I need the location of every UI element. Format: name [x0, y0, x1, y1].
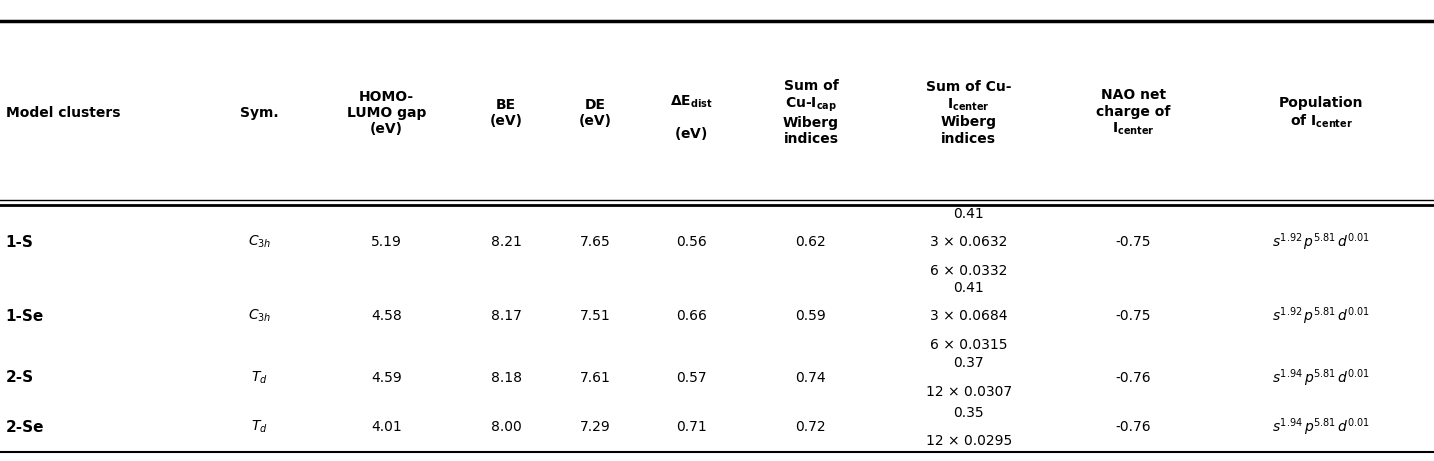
Text: Sum of Cu-
I$_{\mathbf{center}}$
Wiberg
indices: Sum of Cu- I$_{\mathbf{center}}$ Wiberg …	[926, 80, 1011, 146]
Text: 7.65: 7.65	[579, 235, 611, 249]
Text: 8.00: 8.00	[490, 420, 522, 434]
Text: $\mathit{C}_{3h}$: $\mathit{C}_{3h}$	[248, 308, 271, 325]
Text: Population
of I$_{\mathbf{center}}$: Population of I$_{\mathbf{center}}$	[1279, 96, 1364, 130]
Text: Sym.: Sym.	[241, 106, 278, 120]
Text: 1-S: 1-S	[6, 235, 33, 250]
Text: 0.59: 0.59	[796, 309, 826, 323]
Text: $\mathit{T}_{d}$: $\mathit{T}_{d}$	[251, 370, 268, 386]
Text: 3 × 0.0632: 3 × 0.0632	[931, 235, 1007, 249]
Text: 8.18: 8.18	[490, 371, 522, 385]
Text: 4.58: 4.58	[371, 309, 402, 323]
Text: 5.19: 5.19	[371, 235, 402, 249]
Text: 2-S: 2-S	[6, 370, 34, 385]
Text: 0.74: 0.74	[796, 371, 826, 385]
Text: -0.76: -0.76	[1116, 420, 1152, 434]
Text: DE
(eV): DE (eV)	[578, 98, 612, 128]
Text: 8.17: 8.17	[490, 309, 522, 323]
Text: 12 × 0.0295: 12 × 0.0295	[925, 434, 1012, 449]
Text: 0.62: 0.62	[796, 235, 826, 249]
Text: 7.51: 7.51	[579, 309, 611, 323]
Text: 4.59: 4.59	[371, 371, 402, 385]
Text: 6 × 0.0315: 6 × 0.0315	[929, 338, 1008, 352]
Text: 0.71: 0.71	[675, 420, 707, 434]
Text: 8.21: 8.21	[490, 235, 522, 249]
Text: 0.66: 0.66	[675, 309, 707, 323]
Text: $s^{1.94}\,p^{5.81}\,d^{0.01}$: $s^{1.94}\,p^{5.81}\,d^{0.01}$	[1272, 367, 1371, 389]
Text: 0.72: 0.72	[796, 420, 826, 434]
Text: Sum of
Cu-I$_{\mathbf{cap}}$
Wiberg
indices: Sum of Cu-I$_{\mathbf{cap}}$ Wiberg indi…	[783, 79, 839, 147]
Text: BE
(eV): BE (eV)	[489, 98, 523, 128]
Text: $\mathit{C}_{3h}$: $\mathit{C}_{3h}$	[248, 234, 271, 250]
Text: -0.75: -0.75	[1116, 235, 1152, 249]
Text: 6 × 0.0332: 6 × 0.0332	[931, 264, 1007, 278]
Text: $s^{1.92}\,p^{5.81}\,d^{0.01}$: $s^{1.92}\,p^{5.81}\,d^{0.01}$	[1272, 305, 1371, 327]
Text: 0.56: 0.56	[675, 235, 707, 249]
Text: 3 × 0.0684: 3 × 0.0684	[929, 309, 1008, 323]
Text: 0.57: 0.57	[675, 371, 707, 385]
Text: $\mathbf{(eV)}$: $\mathbf{(eV)}$	[674, 125, 708, 142]
Text: 4.01: 4.01	[371, 420, 402, 434]
Text: 0.41: 0.41	[954, 207, 984, 220]
Text: 0.41: 0.41	[954, 281, 984, 295]
Text: HOMO-
LUMO gap
(eV): HOMO- LUMO gap (eV)	[347, 90, 426, 136]
Text: $s^{1.92}\,p^{5.81}\,d^{0.01}$: $s^{1.92}\,p^{5.81}\,d^{0.01}$	[1272, 231, 1371, 253]
Text: 0.37: 0.37	[954, 356, 984, 371]
Text: -0.76: -0.76	[1116, 371, 1152, 385]
Text: NAO net
charge of
I$_{\mathbf{center}}$: NAO net charge of I$_{\mathbf{center}}$	[1097, 89, 1170, 137]
Text: 7.29: 7.29	[579, 420, 611, 434]
Text: 12 × 0.0307: 12 × 0.0307	[925, 385, 1012, 399]
Text: 0.35: 0.35	[954, 406, 984, 420]
Text: 2-Se: 2-Se	[6, 420, 44, 435]
Text: $\mathbf{\Delta E_{dist}}$: $\mathbf{\Delta E_{dist}}$	[670, 93, 713, 110]
Text: Model clusters: Model clusters	[6, 106, 120, 120]
Text: 1-Se: 1-Se	[6, 308, 44, 324]
Text: $s^{1.94}\,p^{5.81}\,d^{0.01}$: $s^{1.94}\,p^{5.81}\,d^{0.01}$	[1272, 416, 1371, 438]
Text: $\mathit{T}_{d}$: $\mathit{T}_{d}$	[251, 419, 268, 435]
Text: 7.61: 7.61	[579, 371, 611, 385]
Text: -0.75: -0.75	[1116, 309, 1152, 323]
